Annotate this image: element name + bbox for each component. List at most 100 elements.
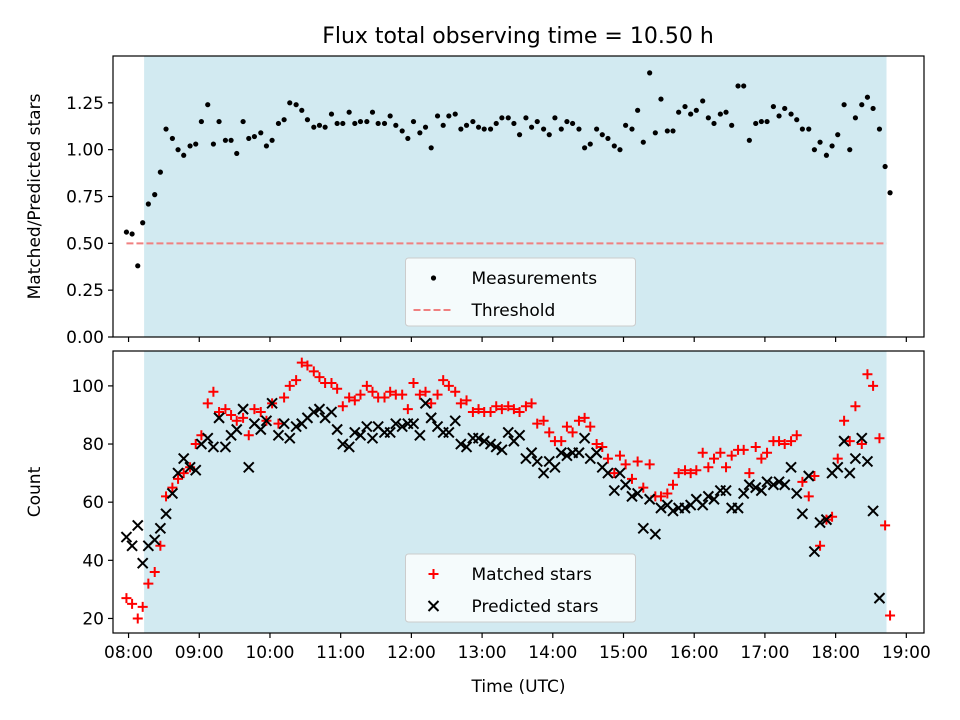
matched-point [355,389,366,400]
measurement-point [670,128,676,134]
measurement-point [481,126,487,132]
measurement-point [723,109,729,115]
predicted-point [237,403,249,415]
measurement-point [157,169,163,175]
matched-point [762,447,773,458]
matched-point [255,407,266,418]
matched-point [721,462,732,473]
measurement-point [269,137,275,143]
matched-point [361,380,372,391]
measurement-point [782,105,788,112]
predicted-point [655,502,667,514]
predicted-point [343,441,355,453]
predicted-point [637,522,650,535]
measurement-point [475,124,482,130]
measurement-point [741,83,747,89]
measurement-point [753,120,759,127]
measurement-point [434,113,441,119]
legend-box [405,257,636,327]
matched-point [426,398,437,409]
measurement-point [210,141,217,147]
matched-point [202,398,213,409]
predicted-point [390,417,402,430]
measurement-point [304,117,311,123]
matched-point [744,468,755,479]
matched-point [385,386,396,397]
measurement-point [181,152,187,158]
matched-point [137,601,148,612]
predicted-point [761,476,773,488]
measurement-point [735,83,741,89]
measurement-point [381,120,388,127]
matched-point [173,473,184,484]
measurement-point [841,102,847,108]
measurement-point [293,102,299,108]
predicted-point [732,502,744,514]
measurement-point [169,135,175,142]
legend-box [405,553,636,623]
measurement-point [499,115,505,121]
measurement-point [576,126,582,132]
measurement-point [823,152,830,158]
matched-point [432,389,443,400]
measurement-point [145,201,151,207]
matched-point [662,488,673,499]
measurement-point [198,118,204,125]
measurement-point [887,190,893,196]
matched-point [420,386,431,397]
matched-point [344,392,355,403]
measurement-point [587,141,593,147]
matched-point [561,421,572,432]
measurement-point [799,126,805,132]
matched-point [520,401,531,412]
predicted-point [154,522,167,535]
matched-point [597,441,608,452]
legend: Measurements Threshold [405,257,636,327]
matched-point [508,404,519,415]
matched-point [127,598,138,609]
matched-point [809,471,820,482]
x-tick-label: 13:00 [458,643,507,663]
predicted-point [773,476,785,488]
measurement-point [688,111,694,117]
predicted-point [755,484,768,497]
measurement-point [635,107,641,113]
predicted-point [177,452,190,465]
measurement-point [346,109,352,115]
matched-point [786,436,797,447]
predicted-point [484,438,497,450]
measurement-point [569,120,576,127]
y-tick-label: 100 [72,377,104,397]
predicted-point [702,490,715,503]
measurement-point [216,118,222,125]
matched-point [626,473,637,484]
measurement-point [152,192,158,198]
predicted-point [513,429,526,442]
measurement-point [582,145,588,151]
predicted-point [149,534,161,546]
matched-point [238,412,249,423]
matched-point [868,380,879,391]
matched-point [379,392,390,403]
predicted-point [419,397,432,410]
measurement-point [811,147,818,153]
predicted-point [231,423,243,436]
x-axis-label: Time (UTC) [471,677,566,697]
measurement-point [558,126,564,132]
predicted-point [337,438,349,450]
measurement-point [817,139,823,145]
predicted-point [608,484,621,497]
matched-point [467,407,478,418]
predicted-point [396,420,408,433]
measurement-point [129,231,135,237]
predicted-point [449,415,461,427]
matched-point [231,415,242,426]
series-measurements [123,70,893,269]
matched-point [585,421,596,432]
x-tick-label: 12:00 [387,643,436,663]
matched-point [697,447,708,458]
measurement-point [546,132,552,138]
predicted-point [667,505,679,517]
y-tick-label: 0.25 [66,281,104,301]
matched-point [337,401,348,412]
